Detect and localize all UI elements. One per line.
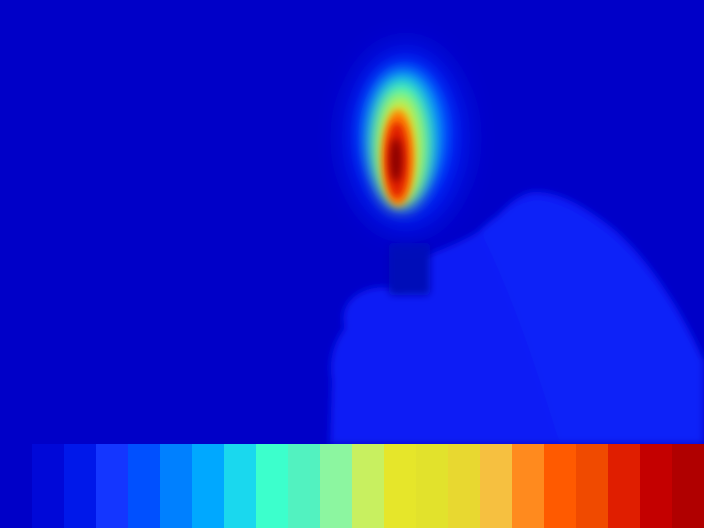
color-scale-swatch [0,444,32,528]
color-scale-swatch [128,444,160,528]
color-scale-swatch [384,444,416,528]
color-scale-swatch [32,444,64,528]
color-scale-swatch [224,444,256,528]
color-scale-swatch [192,444,224,528]
color-scale-swatch [352,444,384,528]
color-scale-swatch [256,444,288,528]
color-scale-swatch [64,444,96,528]
color-scale-swatch [640,444,672,528]
temperature-color-scale [0,444,704,528]
thermal-scene [330,50,704,444]
lighter-body [389,243,430,295]
hand-silhouette [330,191,704,444]
color-scale-swatch [96,444,128,528]
color-scale-swatch [320,444,352,528]
color-scale-swatch [608,444,640,528]
color-scale-swatch [672,444,704,528]
color-scale-swatch [416,444,448,528]
color-scale-swatch [544,444,576,528]
color-scale-swatch [576,444,608,528]
color-scale-swatch [480,444,512,528]
color-scale-swatch [512,444,544,528]
color-scale-swatch [448,444,480,528]
color-scale-swatch [288,444,320,528]
color-scale-swatch [160,444,192,528]
flame-heat-plume [350,50,462,226]
